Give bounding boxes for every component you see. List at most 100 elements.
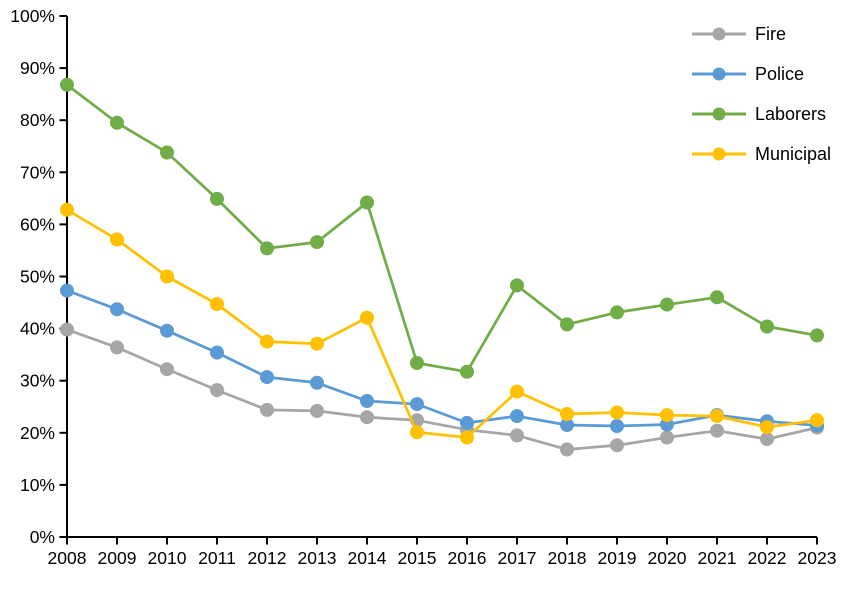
- x-tick-label: 2013: [298, 548, 337, 568]
- series-marker-laborers: [660, 297, 674, 312]
- series-marker-police: [510, 409, 524, 424]
- series-marker-police: [110, 302, 124, 317]
- y-tick-label: 60%: [20, 214, 55, 234]
- x-tick-label: 2016: [448, 548, 487, 568]
- y-tick-label: 100%: [10, 6, 55, 26]
- series-marker-fire: [560, 442, 574, 457]
- series-marker-municipal: [360, 310, 374, 325]
- legend-item-fire: Fire: [692, 14, 831, 54]
- series-marker-police: [360, 394, 374, 408]
- x-tick-label: 2014: [348, 548, 387, 568]
- series-marker-laborers: [360, 195, 374, 210]
- series-marker-fire: [360, 410, 374, 425]
- x-tick-label: 2015: [398, 548, 437, 568]
- series-marker-municipal: [110, 232, 124, 247]
- series-marker-police: [460, 415, 474, 430]
- x-tick-label: 2020: [648, 548, 687, 568]
- series-marker-laborers: [260, 241, 274, 256]
- legend-item-label: Police: [755, 63, 805, 84]
- x-tick-label: 2009: [98, 548, 137, 568]
- series-marker-laborers: [210, 191, 224, 206]
- legend-swatch: [692, 147, 746, 161]
- legend-swatch: [692, 107, 746, 121]
- x-tick-label: 2017: [498, 548, 537, 568]
- series-line-fire: [65, 328, 819, 451]
- series-marker-municipal: [560, 407, 574, 421]
- legend-item-label: Municipal: [755, 143, 832, 164]
- series-marker-police: [260, 370, 274, 385]
- legend-swatch-marker: [712, 67, 726, 81]
- series-marker-fire: [60, 322, 74, 337]
- series-marker-laborers: [60, 77, 74, 92]
- x-tick-label: 2022: [748, 548, 787, 568]
- series-marker-fire: [110, 340, 124, 355]
- legend-item-police: Police: [692, 54, 831, 94]
- x-tick-label: 2018: [548, 548, 587, 568]
- series-marker-laborers: [410, 356, 424, 370]
- legend-item-laborers: Laborers: [692, 94, 831, 134]
- series-marker-municipal: [160, 269, 174, 284]
- series-marker-police: [610, 419, 624, 433]
- series-marker-fire: [260, 402, 274, 417]
- series-marker-municipal: [410, 425, 424, 440]
- series-marker-municipal: [660, 408, 674, 423]
- series-line-municipal: [65, 208, 819, 439]
- legend-swatch: [692, 67, 746, 81]
- x-tick-label: 2008: [48, 548, 87, 568]
- series-marker-fire: [510, 428, 524, 443]
- series-marker-municipal: [260, 334, 274, 349]
- y-tick-label: 70%: [20, 162, 55, 182]
- series-marker-laborers: [510, 278, 524, 293]
- legend-swatch-marker: [712, 107, 726, 121]
- series-line-police: [65, 289, 819, 428]
- series-marker-fire: [710, 423, 724, 438]
- series-marker-police: [60, 283, 74, 298]
- series-marker-laborers: [810, 328, 824, 343]
- series-marker-municipal: [760, 420, 774, 435]
- series-marker-police: [160, 323, 174, 338]
- legend-item-label: Laborers: [755, 103, 827, 124]
- series-marker-municipal: [460, 430, 474, 445]
- y-tick-label: 10%: [20, 475, 55, 495]
- series-marker-municipal: [810, 413, 824, 428]
- y-tick-label: 40%: [20, 319, 55, 339]
- series-marker-laborers: [460, 364, 474, 379]
- y-tick-label: 50%: [20, 267, 55, 287]
- series-marker-police: [560, 418, 574, 432]
- series-marker-fire: [310, 403, 324, 418]
- series-marker-municipal: [510, 384, 524, 399]
- legend-item-label: Fire: [755, 23, 786, 44]
- series-marker-police: [410, 397, 424, 412]
- series-marker-laborers: [310, 235, 324, 250]
- series-marker-fire: [160, 362, 174, 377]
- y-tick-label: 0%: [30, 527, 55, 547]
- series-marker-laborers: [710, 290, 724, 305]
- series-marker-municipal: [310, 336, 324, 351]
- series-marker-municipal: [60, 202, 74, 217]
- series-marker-laborers: [110, 115, 124, 130]
- series-marker-fire: [760, 432, 774, 447]
- x-tick-label: 2021: [698, 548, 737, 568]
- y-tick-label: 20%: [20, 423, 55, 443]
- x-tick-label: 2019: [598, 548, 637, 568]
- series-marker-police: [210, 345, 224, 360]
- series-marker-laborers: [610, 305, 624, 320]
- series-marker-municipal: [710, 409, 724, 424]
- legend: Fire Police Laborers Municipal: [692, 14, 831, 174]
- series-marker-fire: [610, 438, 624, 453]
- series-line-laborers: [65, 83, 819, 374]
- y-tick-label: 30%: [20, 371, 55, 391]
- x-tick-label: 2011: [198, 548, 236, 568]
- series-marker-fire: [660, 430, 674, 445]
- series-marker-laborers: [560, 317, 574, 332]
- legend-swatch-marker: [712, 147, 726, 161]
- series-marker-laborers: [160, 145, 174, 160]
- series-marker-police: [310, 375, 324, 390]
- legend-swatch: [692, 27, 746, 41]
- series-marker-laborers: [760, 319, 774, 334]
- series-marker-fire: [210, 383, 224, 398]
- x-tick-label: 2012: [248, 548, 287, 568]
- x-tick-label: 2010: [148, 548, 187, 568]
